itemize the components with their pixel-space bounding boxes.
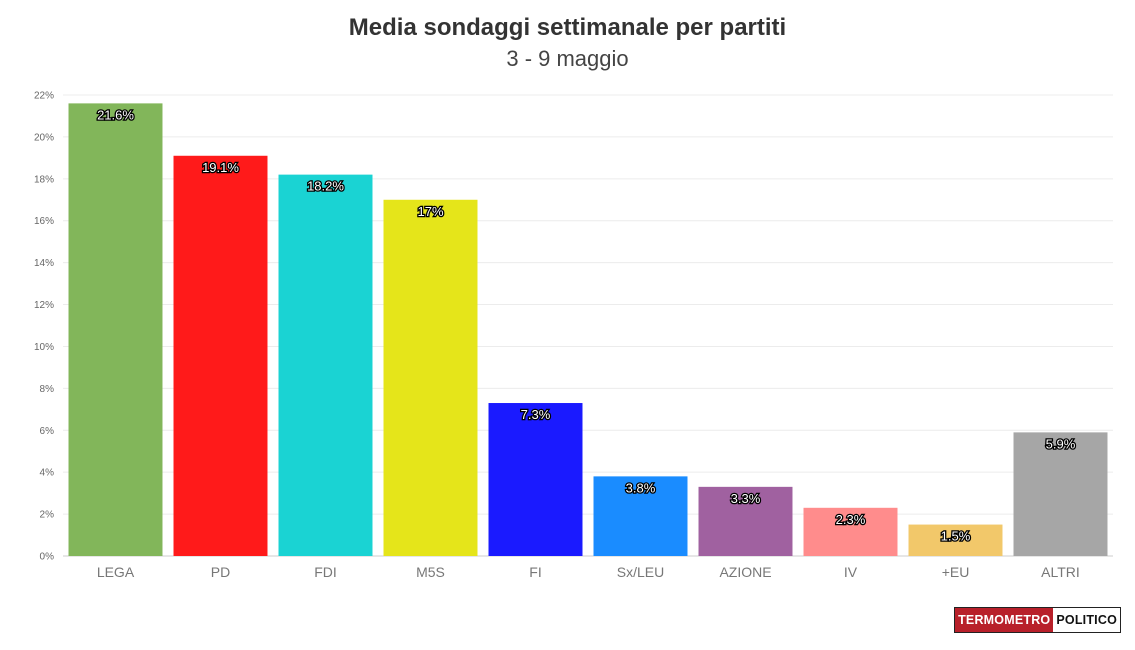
category-label: AZIONE [719,564,771,580]
logo-left-text: TERMOMETRO [955,608,1054,632]
bar-iv [803,507,898,556]
logo-right-text: POLITICO [1053,608,1120,632]
category-label: PD [211,564,230,580]
category-label: Sx/LEU [617,564,664,580]
data-label: 1.5% [941,529,971,544]
category-label: LEGA [97,564,135,580]
category-label: FDI [314,564,337,580]
bar-pd [173,155,268,556]
data-label: 21.6% [97,107,134,122]
bar-m5s [383,199,478,557]
category-label: M5S [416,564,445,580]
y-tick-label: 16% [34,216,54,227]
termometro-politico-logo: TERMOMETRO POLITICO [954,607,1121,633]
data-label: 18.2% [307,179,344,194]
data-labels: 21.6% 19.1% 18.2% 17% 7.3% 3.8% 3.3% 2.3% 1.5% 5.… [96,106,1077,545]
y-tick-label: 14% [34,258,54,269]
y-axis-ticks: 0% 2% 4% 6% 8% 10% 12% 14% 16% 18% 20% 22% [34,91,54,563]
data-label: 3.8% [626,480,656,495]
y-tick-label: 8% [40,384,55,395]
y-tick-label: 2% [40,510,55,521]
y-tick-label: 0% [40,552,55,563]
x-axis-categories: LEGA PD FDI M5S FI Sx/LEU AZIONE IV +EU ALTRI [97,564,1080,580]
category-label: FI [529,564,541,580]
y-tick-label: 4% [40,468,55,479]
y-tick-label: 22% [34,91,54,102]
chart-title: Media sondaggi settimanale per partiti [348,14,787,41]
y-tick-label: 10% [34,342,54,353]
bar-fi [488,403,583,556]
data-label: 5.9% [1046,436,1076,451]
category-label: +EU [942,564,970,580]
chart-subtitle: 3 - 9 maggio [506,46,629,71]
data-label: 17% [417,204,443,219]
data-label: 3.3% [731,491,761,506]
y-tick-label: 20% [34,132,54,143]
y-tick-label: 6% [40,426,55,437]
category-label: IV [844,564,858,580]
bar-sx-leu [593,476,688,556]
data-label: 7.3% [521,407,551,422]
bar-azione [698,486,793,556]
bar-eu [908,524,1003,556]
y-tick-label: 18% [34,174,54,185]
data-label: 19.1% [202,160,239,175]
bar-altri [1013,432,1108,556]
y-tick-label: 12% [34,300,54,311]
bar-lega [68,103,163,556]
data-label: 2.3% [836,512,866,527]
bars [68,103,1108,557]
bar-fdi [278,174,373,557]
category-label: ALTRI [1041,564,1080,580]
